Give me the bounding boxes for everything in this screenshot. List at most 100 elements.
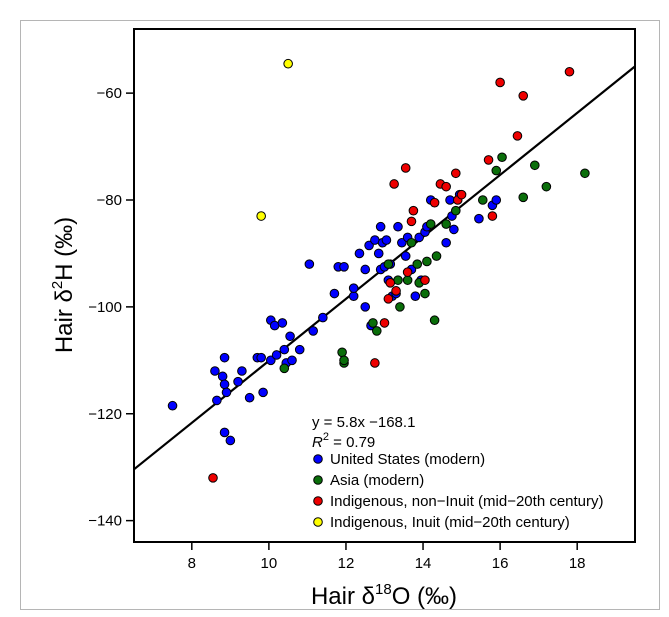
data-point-series-0 bbox=[304, 259, 315, 269]
data-point-series-1 bbox=[425, 219, 436, 229]
data-point-series-0 bbox=[225, 435, 236, 446]
data-point-series-0 bbox=[449, 224, 459, 235]
data-point-series-1 bbox=[477, 195, 488, 205]
data-point-series-1 bbox=[395, 302, 405, 312]
data-point-series-1 bbox=[491, 165, 502, 176]
data-point-series-2 bbox=[420, 275, 430, 285]
data-point-series-0 bbox=[329, 288, 340, 299]
data-point-series-0 bbox=[400, 251, 411, 261]
data-point-series-0 bbox=[348, 291, 359, 301]
data-point-series-0 bbox=[339, 261, 349, 272]
data-point-series-0 bbox=[219, 427, 230, 438]
data-point-series-2 bbox=[456, 189, 467, 200]
data-point-series-2 bbox=[391, 286, 401, 296]
data-point-series-1 bbox=[450, 205, 461, 216]
data-point-series-0 bbox=[233, 376, 243, 387]
data-point-series-2 bbox=[487, 211, 498, 221]
regression-equation: y = 5.8x −168.1 bbox=[312, 414, 415, 431]
data-point-series-0 bbox=[474, 213, 484, 224]
data-point-series-2 bbox=[483, 155, 494, 165]
data-point-series-0 bbox=[381, 235, 392, 245]
data-point-series-2 bbox=[383, 294, 394, 304]
y-tick-label: −140 bbox=[88, 513, 122, 530]
legend-marker bbox=[313, 517, 323, 527]
data-point-series-0 bbox=[258, 387, 268, 398]
x-tick-label: 14 bbox=[415, 555, 432, 572]
data-point-series-2 bbox=[208, 473, 218, 483]
data-point-series-0 bbox=[294, 344, 305, 355]
data-point-series-0 bbox=[244, 392, 255, 403]
data-point-series-2 bbox=[429, 197, 440, 208]
data-point-series-2 bbox=[518, 90, 529, 101]
data-point-series-0 bbox=[373, 248, 384, 259]
r-squared-label: R2 = 0.79 bbox=[312, 431, 375, 451]
data-point-series-0 bbox=[364, 240, 374, 251]
data-point-series-1 bbox=[368, 318, 378, 328]
data-point-series-0 bbox=[210, 366, 220, 376]
legend-label: United States (modern) bbox=[330, 451, 485, 468]
data-point-series-0 bbox=[308, 326, 319, 336]
data-point-series-0 bbox=[414, 232, 424, 243]
data-point-series-1 bbox=[383, 259, 394, 269]
data-point-series-0 bbox=[285, 331, 295, 342]
data-point-series-0 bbox=[410, 291, 421, 301]
data-point-series-0 bbox=[360, 302, 371, 312]
data-point-series-2 bbox=[408, 205, 419, 216]
legend-label: Asia (modern) bbox=[330, 472, 424, 489]
data-point-series-0 bbox=[217, 371, 228, 382]
data-point-series-1 bbox=[530, 160, 540, 171]
data-point-series-0 bbox=[167, 400, 178, 411]
data-point-series-1 bbox=[339, 355, 349, 366]
legend-label: Indigenous, Inuit (mid−20th century) bbox=[330, 514, 570, 531]
x-tick-label: 16 bbox=[492, 555, 509, 572]
x-tick-label: 18 bbox=[569, 555, 586, 572]
data-point-series-2 bbox=[441, 181, 451, 192]
y-tick-label: −120 bbox=[88, 406, 122, 423]
legend: United States (modern) Asia (modern) Indig… bbox=[313, 451, 604, 531]
data-point-series-1 bbox=[371, 326, 382, 336]
data-point-series-1 bbox=[420, 288, 430, 299]
x-tick-label: 8 bbox=[188, 555, 196, 572]
legend-marker bbox=[313, 475, 323, 485]
data-point-series-2 bbox=[406, 216, 417, 227]
data-point-series-0 bbox=[441, 237, 451, 248]
legend-label: Indigenous, non−Inuit (mid−20th century) bbox=[330, 493, 604, 510]
data-point-series-1 bbox=[580, 168, 590, 179]
data-point-series-3 bbox=[256, 211, 266, 221]
data-point-series-0 bbox=[221, 387, 232, 398]
data-point-series-0 bbox=[219, 379, 230, 390]
data-point-series-2 bbox=[370, 358, 380, 368]
data-point-series-0 bbox=[256, 352, 266, 363]
plot-area bbox=[133, 28, 636, 543]
data-point-series-0 bbox=[271, 350, 282, 360]
y-tick-label: −100 bbox=[88, 299, 122, 316]
data-point-series-0 bbox=[360, 264, 371, 275]
data-point-series-0 bbox=[212, 395, 222, 406]
data-point-series-3 bbox=[283, 58, 293, 69]
data-point-series-0 bbox=[219, 352, 230, 363]
data-point-series-2 bbox=[512, 131, 523, 141]
data-point-series-2 bbox=[564, 66, 575, 77]
data-point-series-0 bbox=[266, 355, 276, 366]
legend-marker bbox=[313, 454, 323, 464]
legend-marker bbox=[313, 496, 323, 506]
y-tick-label: −60 bbox=[97, 85, 122, 102]
data-point-series-1 bbox=[441, 219, 451, 229]
data-point-series-0 bbox=[287, 355, 297, 366]
data-point-series-1 bbox=[279, 363, 290, 374]
data-point-series-0 bbox=[491, 195, 502, 205]
data-point-series-1 bbox=[422, 256, 432, 267]
data-point-series-1 bbox=[406, 237, 417, 248]
data-point-series-0 bbox=[375, 221, 386, 232]
data-point-series-0 bbox=[354, 248, 365, 259]
x-tick-label: 12 bbox=[338, 555, 355, 572]
data-point-series-0 bbox=[237, 366, 247, 376]
data-point-series-1 bbox=[497, 152, 507, 163]
data-point-series-0 bbox=[393, 221, 403, 232]
data-point-series-2 bbox=[379, 318, 390, 328]
data-point-series-1 bbox=[429, 315, 440, 326]
data-point-series-2 bbox=[400, 163, 411, 173]
figure-frame bbox=[20, 20, 660, 610]
data-point-series-2 bbox=[402, 267, 413, 277]
data-point-series-1 bbox=[337, 347, 347, 358]
